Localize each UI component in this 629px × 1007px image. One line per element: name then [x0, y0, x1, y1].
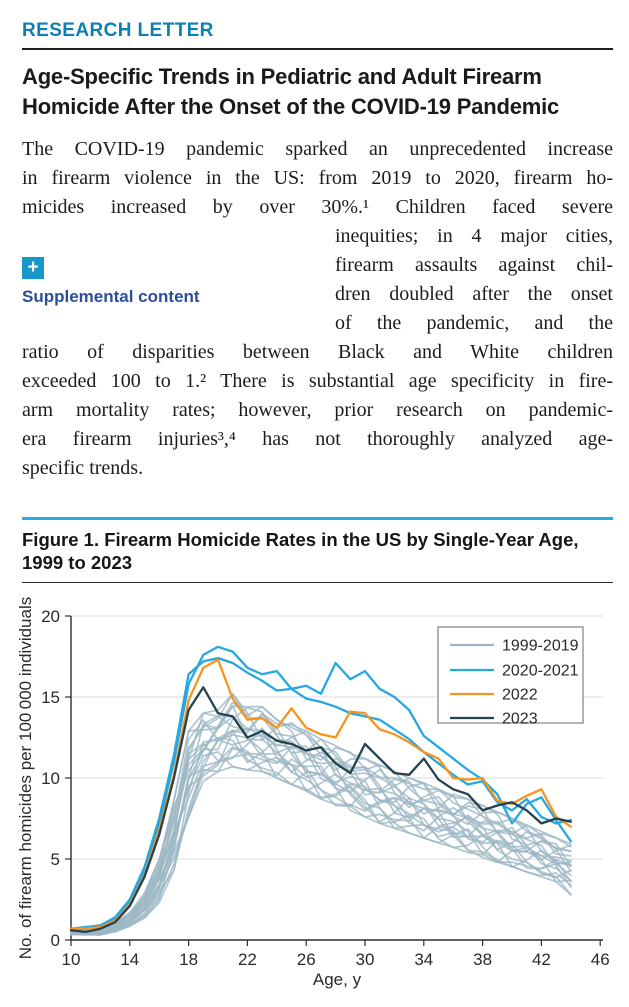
article-body: + Supplemental content The COVID-19 pand… — [22, 135, 613, 483]
figure-top-rule — [22, 517, 613, 520]
legend-label: 2020-2021 — [502, 663, 579, 680]
supplemental-content-link[interactable]: + Supplemental content — [22, 257, 322, 307]
body-line: micides increased by over 30%.¹ Children… — [22, 196, 613, 218]
figure-caption: Figure 1. Firearm Homicide Rates in the … — [22, 528, 613, 574]
y-axis-title: No. of firearm homicides per 100 000 ind… — [16, 597, 35, 959]
y-tick-label: 5 — [51, 850, 60, 869]
header-rule — [22, 48, 613, 50]
series-1999-2019-line — [70, 692, 572, 931]
x-tick-label: 18 — [179, 950, 198, 969]
body-paragraph: The COVID-19 pandemic sparked an unprece… — [22, 135, 613, 483]
body-line: The COVID-19 pandemic sparked an unprece… — [22, 138, 613, 160]
figure-caption-line-1: Figure 1. Firearm Homicide Rates in the … — [22, 529, 579, 550]
body-line: of the pandemic, and the — [335, 312, 613, 334]
body-line: exceeded 100 to 1.² There is substantial… — [22, 370, 613, 392]
legend-label: 1999-2019 — [502, 638, 579, 655]
body-line: specific trends. — [22, 457, 144, 479]
body-line: inequities; in 4 major cities, — [335, 225, 613, 247]
series-2022-line — [69, 658, 572, 930]
x-tick-label: 38 — [473, 950, 492, 969]
x-tick-label: 34 — [414, 950, 433, 969]
y-tick-label: 0 — [51, 931, 60, 950]
body-line: in firearm violence in the US: from 2019… — [22, 167, 613, 189]
x-tick-label: 42 — [532, 950, 551, 969]
x-tick-label: 30 — [356, 950, 375, 969]
article-title-line-2: Homicide After the Onset of the COVID-19… — [22, 94, 560, 119]
article-title-line-1: Age-Specific Trends in Pediatric and Adu… — [22, 64, 542, 89]
x-tick-label: 22 — [238, 950, 257, 969]
series-1999-2019-line — [70, 701, 572, 932]
body-line: ratio of disparities between Black and W… — [22, 341, 613, 363]
x-tick-label: 26 — [297, 950, 316, 969]
y-tick-label: 10 — [41, 769, 60, 788]
section-kicker: RESEARCH LETTER — [22, 20, 214, 41]
article-title: Age-Specific Trends in Pediatric and Adu… — [22, 62, 622, 122]
supplemental-content-label[interactable]: Supplemental content — [22, 287, 200, 306]
plus-icon[interactable]: + — [22, 257, 44, 279]
y-tick-label: 20 — [41, 607, 60, 626]
x-tick-label: 10 — [62, 950, 81, 969]
body-line: era firearm injuries³,⁴ has not thorough… — [22, 428, 613, 450]
series-2020-2021-line — [69, 656, 572, 930]
series-2023-line — [69, 686, 572, 934]
body-line: firearm assaults against chil- — [335, 254, 613, 276]
legend-label: 2023 — [502, 711, 538, 728]
figure-chart: 10 14 18 22 26 30 34 38 42 46 0 5 10 15 20 No. of firea… — [16, 597, 610, 989]
x-tick-label: 46 — [591, 950, 610, 969]
figure-caption-line-2: 1999 to 2023 — [22, 552, 133, 573]
body-line: arm mortality rates; however, prior rese… — [22, 399, 613, 421]
x-tick-label: 14 — [120, 950, 139, 969]
legend-box — [437, 626, 584, 724]
x-axis-title: Age, y — [313, 970, 362, 989]
series-1999-2019-line — [70, 747, 572, 936]
legend-label: 2022 — [502, 687, 538, 704]
figure-caption-rule — [22, 582, 613, 583]
y-tick-label: 15 — [41, 688, 60, 707]
series-1999-2019-line — [70, 715, 572, 933]
body-line: dren doubled after the onset — [335, 283, 613, 305]
